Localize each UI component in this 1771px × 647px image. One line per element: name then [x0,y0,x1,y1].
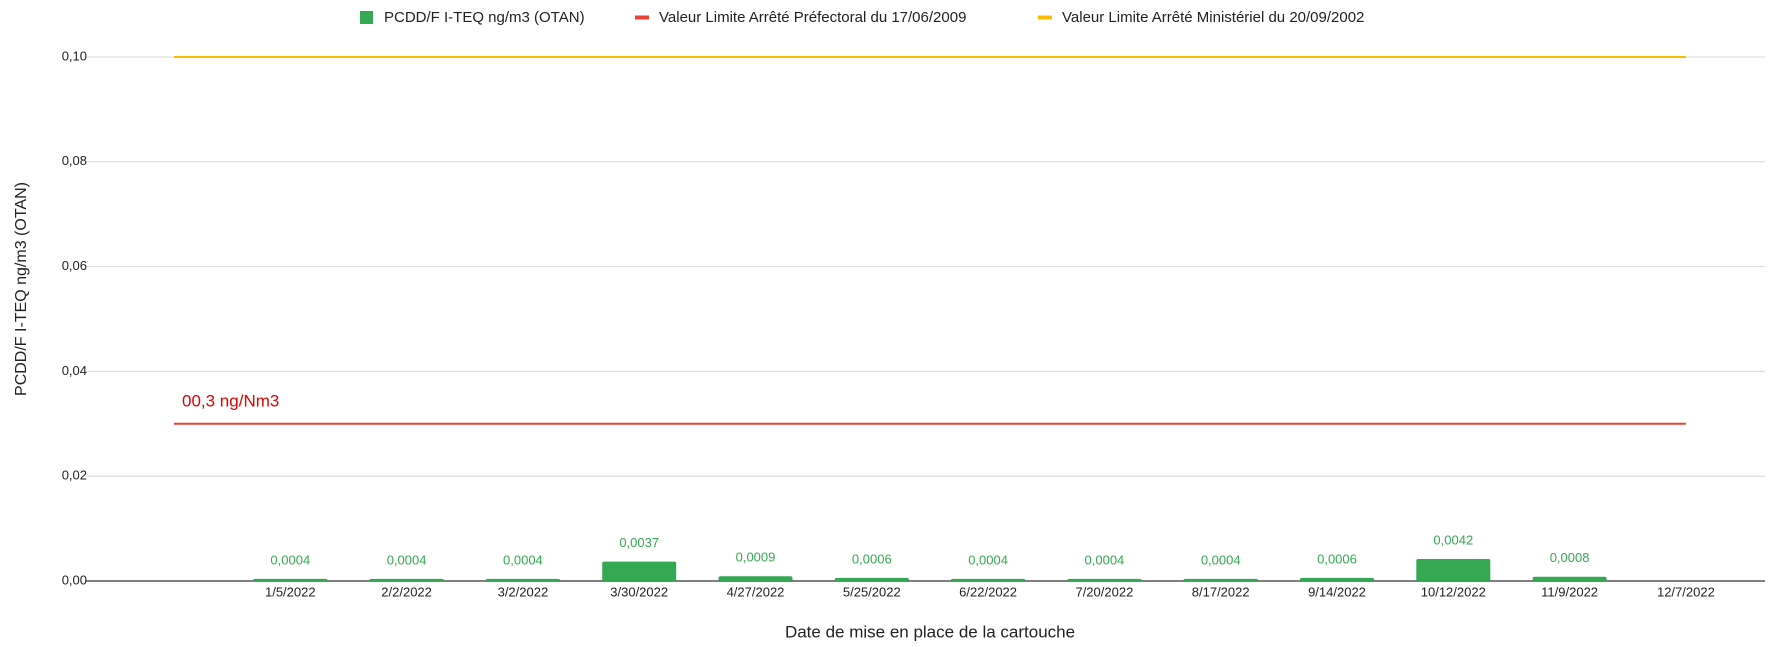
bar [1067,578,1142,581]
x-tick-label: 1/5/2022 [265,584,316,599]
y-tick-label: 0,06 [62,258,87,273]
bar [369,578,444,581]
data-label: 0,0004 [387,552,427,567]
x-tick-label: 10/12/2022 [1421,584,1486,599]
bar [253,578,328,581]
data-label: 0,0008 [1550,550,1590,565]
bar [602,561,677,581]
data-label: 0,0037 [619,535,659,550]
legend-label: Valeur Limite Arrêté Préfectoral du 17/0… [659,9,966,26]
legend-swatch [635,15,649,20]
x-tick-label: 7/20/2022 [1075,584,1133,599]
y-tick-label: 0,02 [62,468,87,483]
data-label: 0,0004 [1201,552,1241,567]
x-tick-label: 5/25/2022 [843,584,901,599]
bar [1532,576,1607,581]
data-label: 0,0042 [1433,532,1473,547]
x-tick-label: 11/9/2022 [1541,584,1598,599]
x-tick-label: 9/14/2022 [1308,584,1366,599]
legend-swatch [360,11,373,24]
data-label: 0,0004 [968,552,1008,567]
data-label: 0,0004 [503,552,543,567]
legend-label: PCDD/F I-TEQ ng/m3 (OTAN) [384,9,585,26]
data-label: 0,0004 [1085,552,1125,567]
data-label: 0,0006 [852,551,892,566]
y-tick-label: 0,10 [62,48,87,63]
bar [1416,558,1491,581]
x-tick-label: 3/30/2022 [610,584,668,599]
x-tick-label: 4/27/2022 [727,584,785,599]
x-tick-label: 2/2/2022 [381,584,432,599]
x-tick-label: 12/7/2022 [1657,584,1715,599]
data-label: 0,0006 [1317,551,1357,566]
bar [834,577,909,581]
x-tick-label: 6/22/2022 [959,584,1017,599]
data-label: 0,0009 [736,550,776,565]
bar [1300,577,1374,581]
y-tick-label: 0,00 [62,572,87,587]
y-tick-label: 0,04 [62,363,87,378]
legend-label: Valeur Limite Arrêté Ministériel du 20/0… [1062,9,1364,26]
y-axis-title: PCDD/F I-TEQ ng/m3 (OTAN) [13,182,30,396]
x-tick-label: 8/17/2022 [1192,584,1250,599]
legend-swatch [1038,15,1052,20]
bar [1183,578,1258,581]
annotation: 00,3 ng/Nm3 [182,391,279,410]
bar [718,576,793,581]
x-axis-title: Date de mise en place de la cartouche [785,622,1075,641]
bar [951,578,1026,581]
data-label: 0,0004 [270,552,310,567]
x-tick-label: 3/2/2022 [498,584,549,599]
bar [485,578,560,581]
y-tick-label: 0,08 [62,153,87,168]
